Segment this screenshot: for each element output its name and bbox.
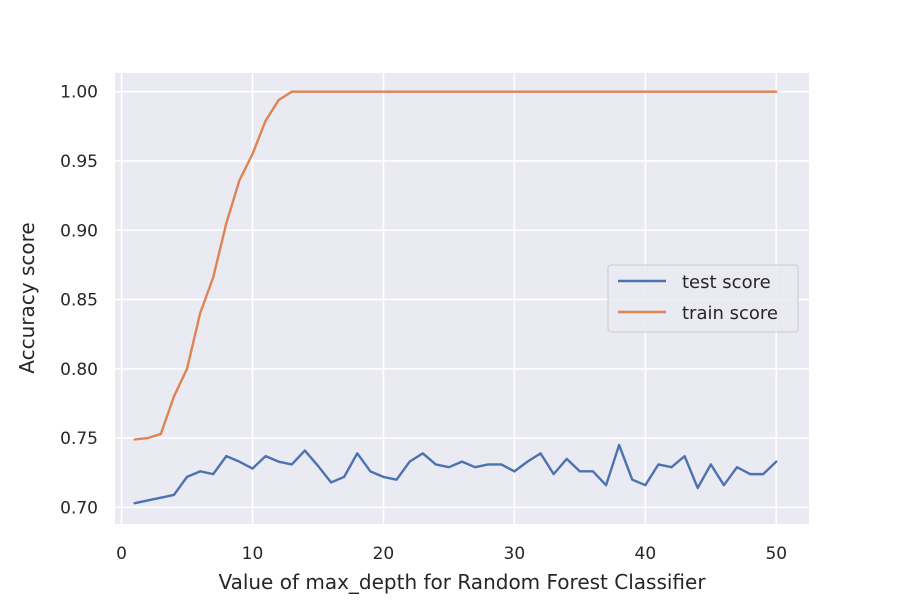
x-tick-label: 40 (635, 544, 657, 564)
x-tick-label: 10 (242, 544, 264, 564)
y-tick-label: 1.00 (60, 83, 98, 103)
legend-label-train-score: train score (682, 303, 778, 324)
legend-label-test-score: test score (682, 272, 771, 293)
x-tick-label: 30 (504, 544, 526, 564)
x-tick-labels: 0 10 20 30 40 50 (116, 544, 787, 564)
x-tick-label: 50 (765, 544, 787, 564)
series-lines (133, 90, 778, 505)
series-line-train-score (133, 90, 778, 441)
y-tick-label: 0.95 (60, 152, 98, 172)
y-tick-label: 0.75 (60, 429, 98, 449)
series-line-test-score (133, 443, 778, 505)
x-axis-title: Value of max_depth for Random Forest Cla… (218, 570, 706, 594)
y-axis-title: Accuracy score (15, 222, 39, 373)
y-tick-label: 0.85 (60, 291, 98, 311)
y-tick-label: 0.80 (60, 360, 98, 380)
legend: test score train score (607, 264, 799, 333)
x-tick-label: 0 (116, 544, 127, 564)
y-tick-label: 0.90 (60, 221, 98, 241)
x-tick-label: 20 (373, 544, 395, 564)
y-tick-label: 0.70 (60, 498, 98, 518)
y-tick-labels: 0.70 0.75 0.80 0.85 0.90 0.95 1.00 (60, 83, 98, 519)
